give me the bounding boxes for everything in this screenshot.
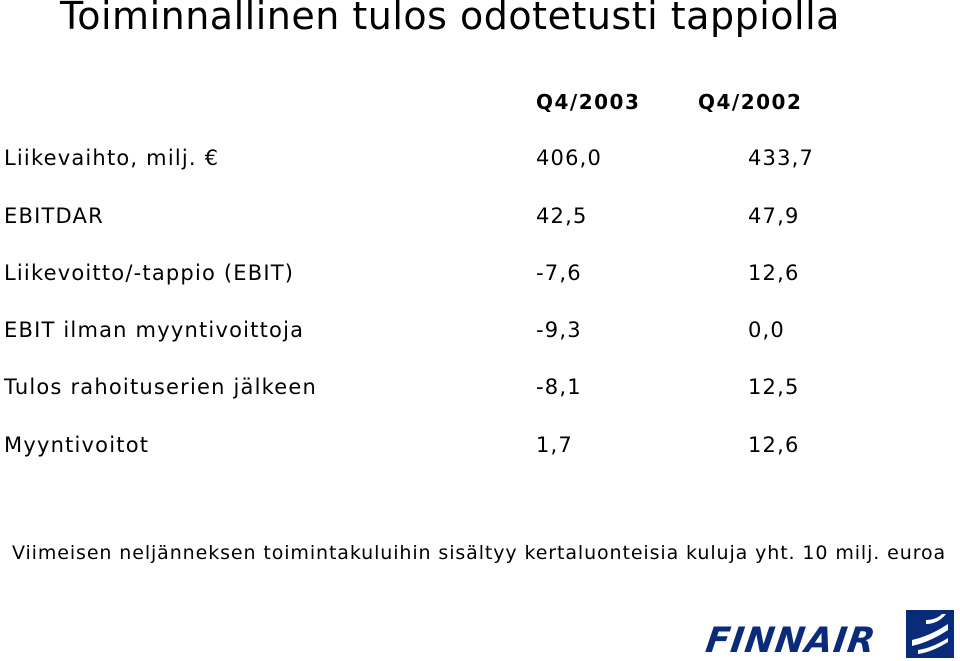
row-label-profit-after-financial: Tulos rahoituserien jälkeen [4,375,318,399]
cell-ebitdar-q4-2002: 47,9 [748,204,800,228]
cell-sales-gains-q4-2003: 1,7 [536,433,573,457]
cell-profit-after-financial-q4-2003: -8,1 [536,375,582,399]
cell-ebitdar-q4-2003: 42,5 [536,204,588,228]
cell-revenue-q4-2003: 406,0 [536,146,603,170]
column-header-q4-2003: Q4/2003 [536,90,641,114]
footnote: Viimeisen neljänneksen toimintakuluihin … [12,542,947,564]
cell-sales-gains-q4-2002: 12,6 [748,433,800,457]
row-label-ebit: Liikevoitto/-tappio (EBIT) [4,261,295,285]
cell-ebit-q4-2003: -7,6 [536,261,582,285]
cell-revenue-q4-2002: 433,7 [748,146,815,170]
cell-ebit-excl-gains-q4-2003: -9,3 [536,318,582,342]
row-label-sales-gains: Myyntivoitot [4,433,150,457]
row-label-revenue: Liikevaihto, milj. € [4,146,220,170]
logo-emblem-icon [906,610,954,658]
cell-profit-after-financial-q4-2002: 12,5 [748,375,800,399]
cell-ebit-excl-gains-q4-2002: 0,0 [748,318,785,342]
logo-wordmark: FINNAIR [703,621,879,661]
page-title: Toiminnallinen tulos odotetusti tappioll… [60,0,840,38]
cell-ebit-q4-2002: 12,6 [748,261,800,285]
column-header-q4-2002: Q4/2002 [698,90,803,114]
row-label-ebitdar: EBITDAR [4,204,104,228]
finnair-logo: FINNAIR [703,610,956,661]
row-label-ebit-excl-gains: EBIT ilman myyntivoittoja [4,318,305,342]
